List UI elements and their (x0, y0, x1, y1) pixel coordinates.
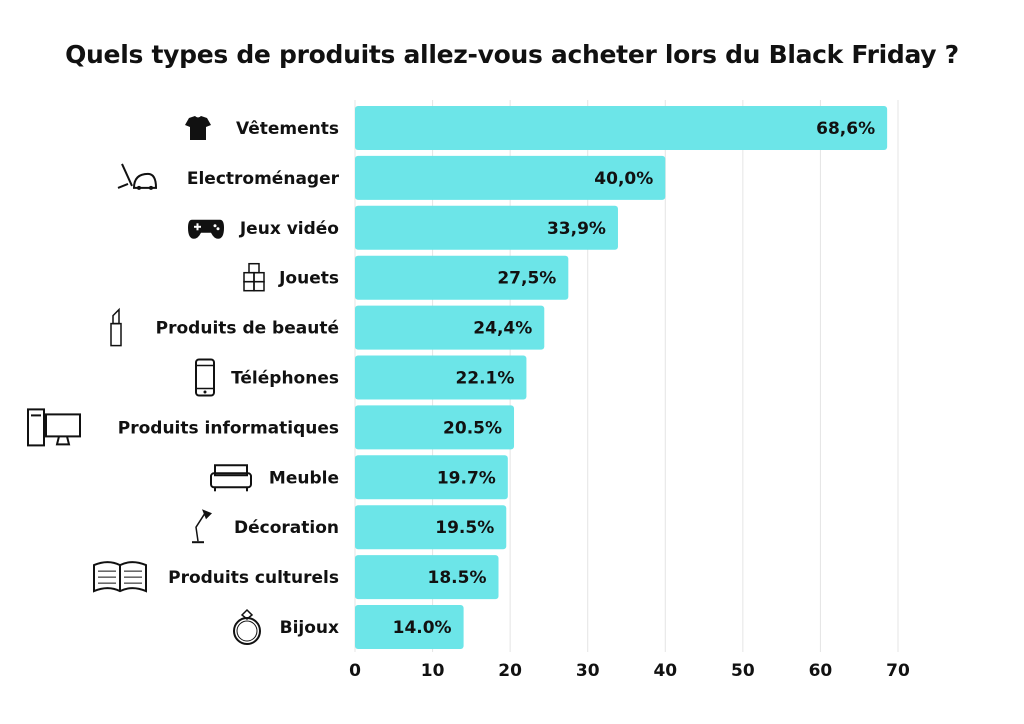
lamp-icon (192, 509, 212, 544)
category-label: Produits de beauté (156, 319, 339, 339)
bar (355, 405, 515, 450)
bar-group: 33,9% Jeux vidéo (188, 205, 618, 250)
bar (355, 605, 464, 649)
bar (355, 106, 888, 150)
gamepad-icon (188, 219, 224, 239)
data-label: 27,5% (497, 269, 556, 289)
x-tick-label: 60 (809, 661, 833, 681)
bar (355, 505, 507, 550)
category-label: Meuble (269, 468, 339, 488)
bar-group: 27,5% Jouets (243, 255, 569, 300)
bar-group: 22.1% Téléphones (195, 355, 527, 400)
computer-icon (27, 408, 81, 447)
data-label: 19.5% (435, 518, 494, 538)
bar-group: 18.5% Produits culturels (93, 555, 499, 600)
bar (355, 305, 545, 350)
bar (355, 355, 527, 400)
bar-group: 68,6% Vêtements (185, 106, 888, 150)
data-label: 24,4% (473, 319, 532, 339)
bar-group: 24,4% Produits de beauté (110, 305, 545, 350)
lipstick-icon (110, 307, 122, 347)
x-tick-label: 0 (349, 661, 361, 681)
sofa-icon (210, 464, 252, 492)
x-tick-label: 20 (498, 661, 522, 681)
phone-icon (195, 358, 215, 397)
x-tick-label: 10 (421, 661, 445, 681)
bar-group: 19.5% Décoration (192, 505, 507, 550)
category-label: Electroménager (187, 169, 340, 189)
ring-icon (233, 608, 261, 645)
bar (355, 255, 569, 300)
book-icon (93, 561, 147, 593)
chart-title: Quels types de produits allez-vous achet… (65, 40, 959, 69)
bar (355, 455, 508, 500)
bar-group: 40,0% Electroménager (117, 155, 666, 200)
category-label: Bijoux (280, 618, 339, 638)
data-label: 20.5% (443, 418, 502, 438)
category-label: Jeux vidéo (239, 219, 339, 239)
data-label: 19.7% (437, 468, 496, 488)
bar (355, 155, 666, 200)
data-label: 18.5% (428, 568, 487, 588)
data-label: 33,9% (547, 219, 606, 239)
data-label: 40,0% (594, 169, 653, 189)
category-label: Produits culturels (168, 568, 339, 588)
data-label: 22.1% (455, 369, 514, 389)
tshirt-icon (185, 116, 211, 140)
bar-group: 19.7% Meuble (210, 455, 508, 500)
category-label: Jouets (278, 269, 339, 289)
category-label: Décoration (234, 518, 339, 538)
x-tick-label: 70 (886, 661, 910, 681)
vacuum-icon (117, 163, 158, 190)
x-tick-label: 50 (731, 661, 755, 681)
bar-group: 14.0% Bijoux (233, 605, 464, 649)
x-tick-label: 40 (653, 661, 677, 681)
toy-blocks-icon (243, 262, 265, 292)
bar (355, 205, 618, 250)
bar (355, 555, 499, 600)
category-label: Produits informatiques (118, 418, 339, 438)
data-label: 68,6% (816, 119, 875, 139)
data-label: 14.0% (393, 618, 452, 638)
bar-group: 20.5% Produits informatiques (27, 405, 515, 450)
category-label: Téléphones (231, 369, 339, 389)
x-tick-label: 30 (576, 661, 600, 681)
category-label: Vêtements (236, 119, 339, 139)
